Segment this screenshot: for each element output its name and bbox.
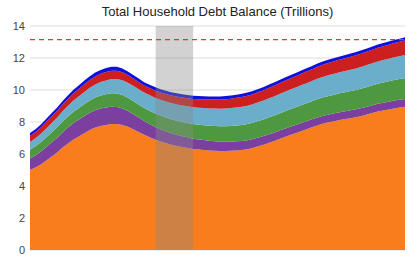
tick-label: 14 — [13, 20, 25, 32]
tick-label: 2 — [19, 212, 25, 224]
grid — [30, 26, 405, 250]
area — [30, 37, 405, 136]
tick-label: 6 — [19, 148, 25, 160]
tick-label: 4 — [19, 180, 25, 192]
tick-label: 0 — [19, 244, 25, 256]
reference-line — [30, 39, 405, 40]
title: Total Household Debt Balance (Trillions) — [102, 4, 333, 19]
tick-label: 10 — [13, 84, 25, 96]
tick-label: 8 — [19, 116, 25, 128]
grid-line — [30, 26, 405, 27]
plot-area — [30, 26, 405, 250]
highlight-band — [156, 26, 194, 250]
tick-label: 12 — [13, 52, 25, 64]
chart: 0 2 4 6 8 10 12 14 Total Household Debt Balance … — [0, 0, 415, 260]
